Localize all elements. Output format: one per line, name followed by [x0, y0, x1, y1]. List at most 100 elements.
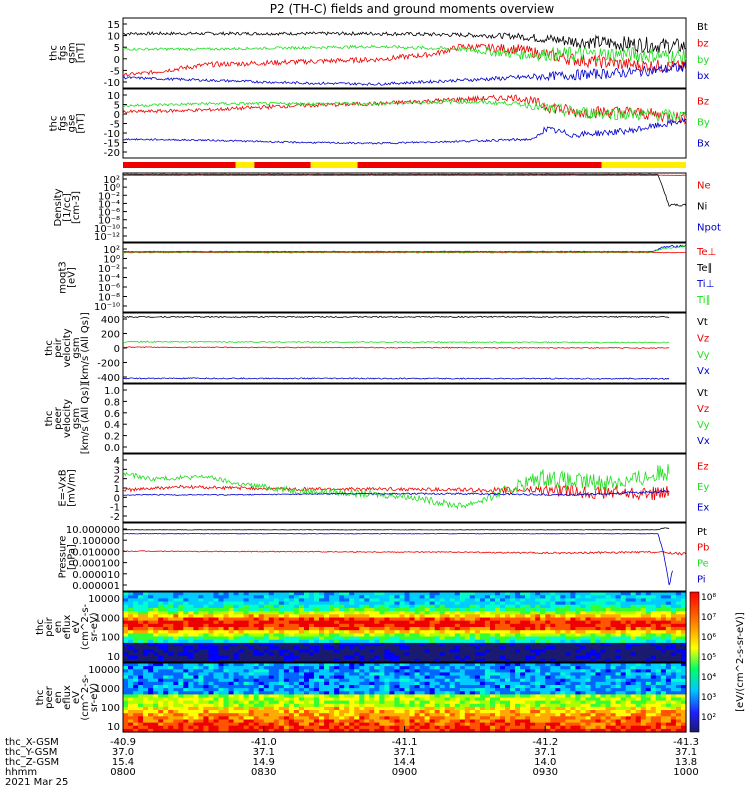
spectrogram-cell	[535, 676, 541, 680]
spectrogram-cell	[394, 676, 400, 680]
spectrogram-cell	[234, 682, 240, 686]
spectrogram-cell	[334, 726, 340, 730]
spectrogram-cell	[158, 691, 164, 695]
spectrogram-cell	[601, 676, 607, 680]
spectrogram-cell	[465, 691, 471, 695]
spectrogram-cell	[319, 701, 325, 705]
spectrogram-cell	[425, 716, 431, 720]
spectrogram-cell	[133, 691, 139, 695]
spectrogram-cell	[123, 726, 129, 730]
y-tick-label: 10⁻¹²	[94, 232, 120, 243]
spectrogram-cell	[259, 676, 265, 680]
spectrogram-cell	[364, 726, 370, 730]
series-line-Bz	[123, 95, 686, 123]
spectrogram-cell	[596, 701, 602, 705]
spectrogram-cell	[319, 691, 325, 695]
spectrogram-cell	[616, 682, 622, 686]
spectrogram-cell	[214, 682, 220, 686]
spectrogram-cell	[339, 666, 345, 670]
spectrogram-cell	[133, 710, 139, 714]
spectrogram-cell	[545, 676, 551, 680]
spectrogram-cell	[229, 701, 235, 705]
spectrogram-cell	[621, 682, 627, 686]
spectrogram-cell	[480, 666, 486, 670]
spectrogram-cell	[394, 666, 400, 670]
spectrogram-cell	[606, 691, 612, 695]
spectrogram-cell	[294, 676, 300, 680]
spectrogram-cell	[530, 710, 536, 714]
spectrogram-cell	[450, 666, 456, 670]
spectrogram-cell	[148, 666, 154, 670]
spectrogram-cell	[389, 710, 395, 714]
spectrogram-cell	[400, 710, 406, 714]
spectrogram-cell	[344, 701, 350, 705]
spectrogram-cell	[555, 682, 561, 686]
spectrogram-cell	[229, 716, 235, 720]
spectrogram-cell	[148, 710, 154, 714]
spectrogram-cell	[209, 666, 215, 670]
spectrogram-cell	[631, 676, 637, 680]
spectrogram-cell	[354, 701, 360, 705]
spectrogram-cell	[591, 666, 597, 670]
spectrogram-cell	[214, 710, 220, 714]
spectrogram-cell	[555, 691, 561, 695]
legend-entry: Vy	[697, 350, 710, 361]
spectrogram-cell	[440, 726, 446, 730]
spectrogram-cell	[410, 726, 416, 730]
spectrogram-cell	[394, 716, 400, 720]
spectrogram-cell	[259, 716, 265, 720]
spectrogram-cell	[339, 676, 345, 680]
spectrogram-cell	[535, 666, 541, 670]
spectrogram-cell	[314, 691, 320, 695]
spectrogram-cell	[153, 701, 159, 705]
spectrogram-cell	[309, 691, 315, 695]
spectrogram-cell	[621, 726, 627, 730]
spectrogram-cell	[495, 701, 501, 705]
spectrogram-cell	[415, 726, 421, 730]
series-line-Vy	[123, 341, 669, 343]
spectrogram-cell	[138, 716, 144, 720]
spectrogram-cell	[249, 701, 255, 705]
spectrogram-cell	[138, 701, 144, 705]
spectrogram-cell	[384, 726, 390, 730]
spectrogram-cell	[575, 716, 581, 720]
spectrogram-cell	[641, 666, 647, 670]
spectrogram-cell	[269, 666, 275, 670]
spectrogram-cell	[405, 726, 411, 730]
spectrogram-cell	[565, 691, 571, 695]
spectrogram-cell	[143, 666, 149, 670]
spectrogram-cell	[349, 666, 355, 670]
spectrogram-cell	[580, 666, 586, 670]
spectrogram-cell	[525, 666, 531, 670]
spectrogram-cell	[626, 701, 632, 705]
spectrogram-cell	[229, 676, 235, 680]
spectrogram-cell	[470, 701, 476, 705]
spectrogram-cell	[515, 716, 521, 720]
spectrogram-cell	[525, 701, 531, 705]
spectrogram-cell	[324, 726, 330, 730]
spectrogram-cell	[420, 726, 426, 730]
spectrogram-cell	[490, 716, 496, 720]
spectrogram-cell	[490, 666, 496, 670]
spectrogram-cell	[530, 676, 536, 680]
spectrogram-cell	[575, 726, 581, 730]
spectrogram-cell	[153, 726, 159, 730]
spectrogram-cell	[163, 710, 169, 714]
spectrogram-cell	[344, 716, 350, 720]
spectrogram-cell	[616, 716, 622, 720]
spectrogram-cell	[460, 682, 466, 686]
spectrogram-cell	[550, 682, 556, 686]
spectrogram-cell	[440, 682, 446, 686]
spectrogram-cell	[490, 682, 496, 686]
spectrogram-cell	[244, 716, 250, 720]
spectrogram-cell	[314, 676, 320, 680]
spectrogram-cell	[580, 676, 586, 680]
spectrogram-cell	[626, 726, 632, 730]
spectrogram-cell	[495, 691, 501, 695]
spectrogram-cell	[495, 716, 501, 720]
spectrogram-cell	[329, 701, 335, 705]
legend-entry: Vt	[697, 388, 708, 399]
spectrogram-cell	[314, 710, 320, 714]
spectrogram-cell	[163, 701, 169, 705]
spectrogram-cell	[163, 682, 169, 686]
